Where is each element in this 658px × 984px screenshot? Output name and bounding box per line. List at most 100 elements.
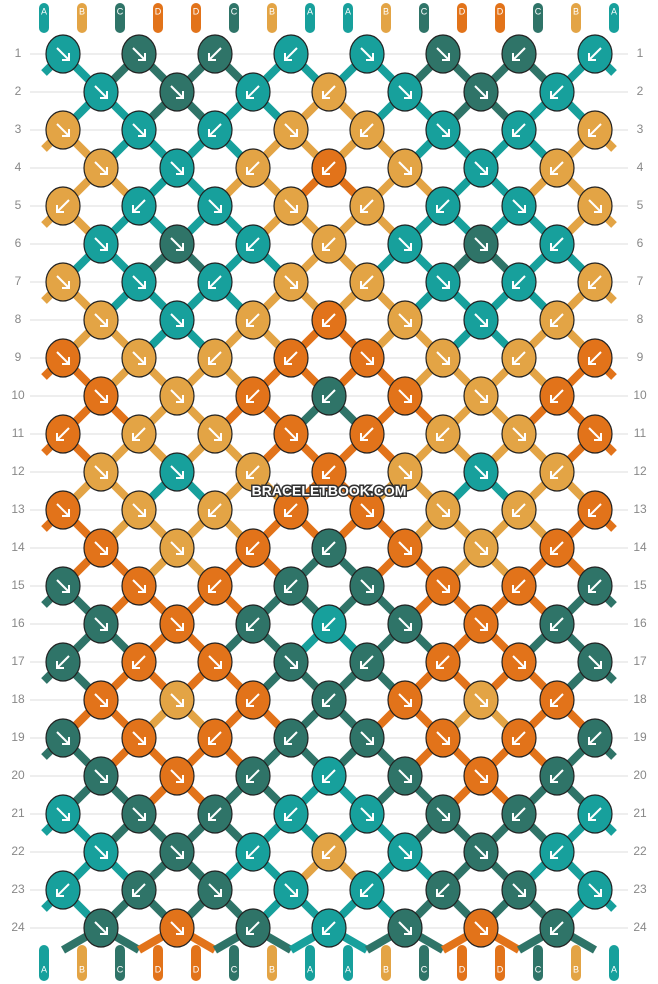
knot-arrow — [208, 579, 222, 593]
knot-arrow — [360, 199, 374, 213]
knot-arrow — [170, 161, 184, 175]
knot-arrowhead — [360, 661, 368, 669]
string-label: B — [269, 964, 275, 974]
knot-arrowhead — [518, 661, 526, 669]
knot-arrowhead — [322, 91, 330, 99]
string-label: A — [345, 6, 351, 16]
knot-arrowhead — [322, 395, 330, 403]
string-label: A — [41, 6, 47, 16]
knot-arrow — [550, 693, 564, 707]
string-label: C — [421, 964, 428, 974]
knot-arrow — [170, 465, 184, 479]
knot-arrow — [550, 85, 564, 99]
knot-arrowhead — [176, 91, 184, 99]
knot-arrowhead — [588, 737, 596, 745]
knot-arrow — [474, 693, 488, 707]
string-label: D — [155, 6, 162, 16]
knot-arrowhead — [404, 319, 412, 327]
knot-arrowhead — [512, 737, 520, 745]
knot-arrow — [208, 123, 222, 137]
row-number: 13 — [633, 502, 647, 516]
knot-arrow — [284, 199, 298, 213]
knot-arrowhead — [290, 205, 298, 213]
knot-arrow — [550, 845, 564, 859]
string-label: C — [535, 6, 542, 16]
knot-arrow — [474, 921, 488, 935]
knot-arrowhead — [512, 813, 520, 821]
knot-arrowhead — [436, 661, 444, 669]
string-label: A — [307, 6, 313, 16]
string-label: B — [79, 964, 85, 974]
knot-arrow — [398, 465, 412, 479]
row-number: 14 — [11, 540, 25, 554]
knot-arrow — [588, 807, 602, 821]
knot-arrowhead — [360, 433, 368, 441]
knot-arrow — [512, 351, 526, 365]
knot-arrowhead — [404, 623, 412, 631]
knot-arrow — [550, 161, 564, 175]
row-number: 22 — [11, 844, 25, 858]
knot-arrowhead — [550, 927, 558, 935]
knot-arrow — [398, 161, 412, 175]
knot-arrowhead — [100, 775, 108, 783]
knot-arrowhead — [550, 395, 558, 403]
knot-arrowhead — [436, 889, 444, 897]
knot-arrowhead — [176, 167, 184, 175]
knot-arrowhead — [480, 851, 488, 859]
knot-arrow — [246, 85, 260, 99]
knot-arrow — [322, 313, 336, 327]
knot-arrowhead — [512, 281, 520, 289]
knot-arrow — [550, 541, 564, 555]
knot-arrow — [322, 921, 336, 935]
knot-arrowhead — [480, 699, 488, 707]
knot-arrow — [170, 237, 184, 251]
knot-arrowhead — [366, 813, 374, 821]
knot-arrow — [208, 503, 222, 517]
knot-arrowhead — [404, 547, 412, 555]
knot-arrowhead — [176, 471, 184, 479]
knots — [45, 34, 613, 948]
knot-arrow — [474, 769, 488, 783]
knot-arrowhead — [284, 509, 292, 517]
knot-arrowhead — [246, 851, 254, 859]
knot-arrowhead — [138, 509, 146, 517]
knot-arrow — [512, 579, 526, 593]
knot-arrow — [398, 769, 412, 783]
row-number: 3 — [637, 122, 644, 136]
knot-arrowhead — [322, 699, 330, 707]
knot-arrowhead — [176, 775, 184, 783]
knot-arrowhead — [100, 927, 108, 935]
string-label: C — [231, 6, 238, 16]
knot-arrow — [436, 351, 450, 365]
string-label: C — [535, 964, 542, 974]
knot-arrow — [360, 47, 374, 61]
knot-arrowhead — [246, 91, 254, 99]
knot-arrow — [588, 655, 602, 669]
row-number: 1 — [15, 46, 22, 60]
row-number: 2 — [15, 84, 22, 98]
knot-arrowhead — [550, 547, 558, 555]
knot-arrow — [322, 541, 336, 555]
row-number: 9 — [637, 350, 644, 364]
knot-arrowhead — [208, 585, 216, 593]
row-number: 16 — [11, 616, 25, 630]
knot-arrowhead — [100, 91, 108, 99]
knot-arrow — [436, 731, 450, 745]
row-number: 18 — [11, 692, 25, 706]
string-label: B — [573, 964, 579, 974]
knot-arrow — [132, 883, 146, 897]
row-number: 20 — [633, 768, 647, 782]
knot-arrow — [284, 579, 298, 593]
knot-arrowhead — [138, 585, 146, 593]
knot-arrowhead — [322, 471, 330, 479]
knot-arrowhead — [246, 547, 254, 555]
knot-arrowhead — [404, 395, 412, 403]
knot-arrow — [132, 579, 146, 593]
row-number: 14 — [633, 540, 647, 554]
row-number: 8 — [637, 312, 644, 326]
knot-arrowhead — [550, 91, 558, 99]
knot-arrowhead — [284, 53, 292, 61]
knot-arrow — [284, 123, 298, 137]
knot-arrow — [208, 883, 222, 897]
knot-arrowhead — [100, 623, 108, 631]
